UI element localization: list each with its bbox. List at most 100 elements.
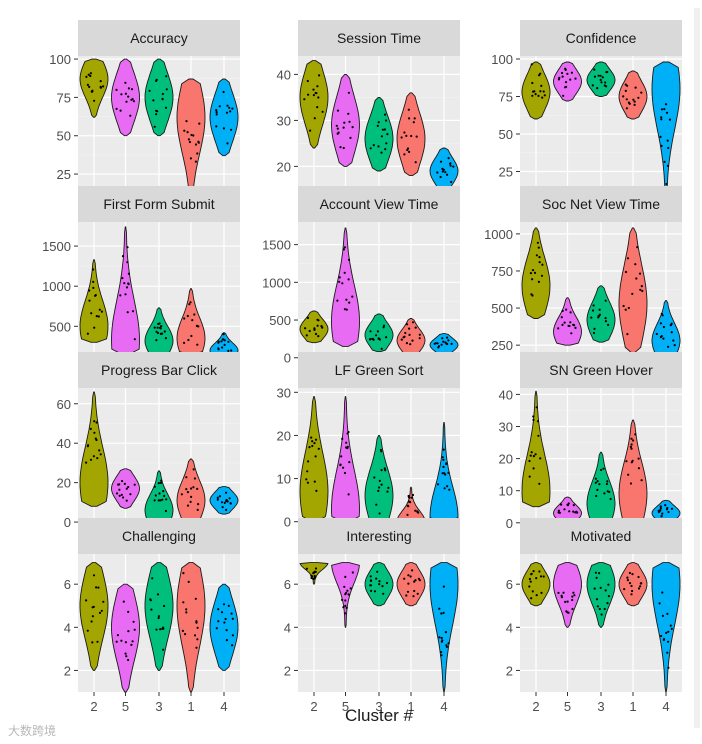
data-point xyxy=(183,341,186,344)
data-point xyxy=(182,601,185,604)
y-tick-label: 10 xyxy=(499,484,513,499)
data-point xyxy=(188,303,191,306)
data-point xyxy=(119,109,122,112)
data-point xyxy=(658,510,661,513)
data-point xyxy=(417,511,420,514)
y-tick-label: 30 xyxy=(499,420,513,435)
data-point xyxy=(222,603,226,606)
data-point xyxy=(667,630,670,633)
data-point xyxy=(185,476,188,479)
y-tick-label: 6 xyxy=(506,577,513,592)
data-point xyxy=(305,478,308,481)
data-point xyxy=(155,628,158,631)
data-point xyxy=(641,289,644,293)
data-point xyxy=(220,340,223,343)
data-point xyxy=(127,610,130,614)
data-point xyxy=(158,322,161,325)
data-point xyxy=(378,583,381,586)
data-point xyxy=(162,648,165,651)
y-tick-label: 0 xyxy=(284,515,291,530)
data-point xyxy=(528,585,531,588)
violin-progress-bar-click-cluster-4 xyxy=(209,486,239,515)
data-point xyxy=(594,571,598,574)
data-point xyxy=(532,467,535,470)
data-point xyxy=(351,571,354,574)
data-point xyxy=(196,152,199,155)
data-point xyxy=(314,455,317,458)
data-point xyxy=(539,457,542,460)
data-point xyxy=(561,75,564,78)
data-point xyxy=(125,487,128,490)
data-point xyxy=(409,575,412,578)
data-point xyxy=(189,301,192,304)
violin-progress-bar-click-cluster-2 xyxy=(79,391,109,507)
data-point xyxy=(189,157,192,160)
scrollbar[interactable] xyxy=(694,8,700,728)
panel-title: Motivated xyxy=(571,528,632,544)
data-point xyxy=(187,580,190,584)
data-point xyxy=(312,572,315,575)
data-point xyxy=(381,585,384,588)
data-point xyxy=(640,582,643,585)
data-point xyxy=(530,572,533,575)
data-point xyxy=(537,434,540,437)
data-point xyxy=(406,513,409,517)
data-point xyxy=(347,112,350,115)
data-point xyxy=(541,263,544,266)
data-point xyxy=(592,304,595,307)
panel-title: Challenging xyxy=(122,528,196,544)
data-point xyxy=(660,312,663,315)
data-point xyxy=(215,627,218,630)
data-point xyxy=(225,508,228,511)
data-point xyxy=(535,577,538,580)
data-point xyxy=(312,94,315,97)
data-point xyxy=(411,339,414,342)
data-point xyxy=(347,493,350,496)
data-point xyxy=(445,644,448,647)
data-point xyxy=(637,96,640,99)
data-point xyxy=(345,298,348,301)
data-point xyxy=(414,161,417,164)
data-point xyxy=(596,87,599,90)
panel-title: SN Green Hover xyxy=(549,362,653,378)
data-point xyxy=(630,461,633,464)
data-point xyxy=(537,246,540,249)
data-point xyxy=(152,99,155,102)
data-point xyxy=(347,593,350,596)
data-point xyxy=(165,88,168,91)
data-point xyxy=(313,442,316,445)
data-point xyxy=(159,327,162,330)
data-point xyxy=(156,110,159,113)
data-point xyxy=(566,600,569,603)
data-point xyxy=(531,269,535,272)
data-point xyxy=(528,475,531,478)
data-point xyxy=(447,471,450,474)
data-point xyxy=(659,135,662,138)
violin-sn-green-hover-cluster-4 xyxy=(651,499,681,524)
data-point xyxy=(595,598,599,601)
violin-first-form-submit-cluster-1 xyxy=(176,288,206,355)
data-point xyxy=(446,173,449,176)
data-point xyxy=(306,470,309,473)
data-point xyxy=(406,147,410,150)
data-point xyxy=(217,340,220,343)
data-point xyxy=(376,124,379,127)
data-point xyxy=(150,608,153,611)
data-point xyxy=(311,440,314,443)
x-tick-label: 2 xyxy=(532,699,539,714)
data-point xyxy=(216,498,219,501)
data-point xyxy=(186,504,190,507)
violin-confidence-cluster-1 xyxy=(618,70,648,120)
data-point xyxy=(447,339,450,342)
data-point xyxy=(223,501,226,504)
data-point xyxy=(535,594,538,597)
data-point xyxy=(596,480,599,483)
y-tick-label: 1500 xyxy=(42,239,71,254)
data-point xyxy=(571,595,574,598)
data-point xyxy=(407,500,411,503)
panel-progress-bar-click: Progress Bar Click 0 20 40 60 xyxy=(57,352,240,530)
data-point xyxy=(630,447,633,450)
data-point xyxy=(369,575,372,578)
y-tick-label: 40 xyxy=(499,387,513,402)
violin-accuracy-cluster-5 xyxy=(111,58,140,137)
